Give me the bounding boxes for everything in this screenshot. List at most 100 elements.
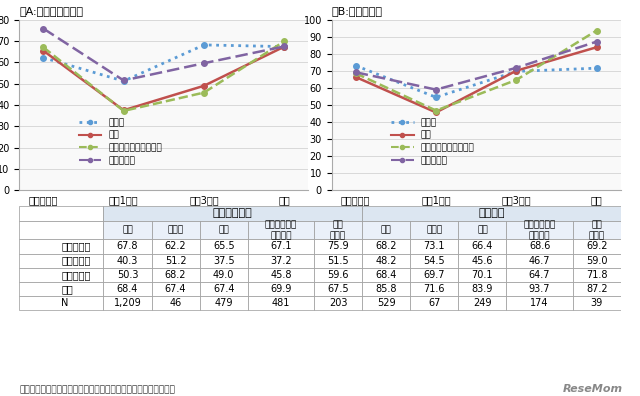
- Text: 249: 249: [473, 298, 492, 308]
- Text: 69.9: 69.9: [270, 284, 292, 294]
- Text: 1,209: 1,209: [114, 298, 141, 308]
- Bar: [104, 268, 152, 282]
- Text: 68.2: 68.2: [376, 242, 397, 251]
- Legend: 中学校, 高校, 短大・高専・専修学校, 大学（院）: 中学校, 高校, 短大・高専・専修学校, 大学（院）: [387, 114, 478, 169]
- Text: 出産半年前: 出産半年前: [61, 242, 91, 251]
- Text: 68.6: 68.6: [529, 242, 550, 251]
- Bar: [362, 268, 410, 282]
- Text: 75.9: 75.9: [327, 242, 349, 251]
- Bar: [19, 268, 104, 282]
- Text: 短大・高専・
専修学校: 短大・高専・ 専修学校: [524, 221, 556, 240]
- Bar: [573, 253, 621, 268]
- Text: （A:ふたり親世帯）: （A:ふたり親世帯）: [19, 6, 83, 16]
- Bar: [573, 282, 621, 296]
- Text: 68.4: 68.4: [376, 270, 397, 280]
- Bar: [200, 268, 248, 282]
- Text: 45.8: 45.8: [270, 270, 292, 280]
- Bar: [19, 296, 104, 310]
- Bar: [19, 253, 104, 268]
- Bar: [410, 253, 458, 268]
- Text: 59.0: 59.0: [586, 255, 607, 266]
- Text: 48.2: 48.2: [376, 255, 397, 266]
- Bar: [314, 221, 362, 239]
- Bar: [506, 221, 573, 239]
- Bar: [19, 221, 104, 239]
- Bar: [458, 239, 506, 253]
- Bar: [200, 239, 248, 253]
- Text: 73.1: 73.1: [424, 242, 445, 251]
- Text: 短大・高専・
専修学校: 短大・高専・ 専修学校: [265, 221, 297, 240]
- Text: 70.1: 70.1: [472, 270, 493, 280]
- Bar: [410, 296, 458, 310]
- Bar: [573, 296, 621, 310]
- Legend: 中学校, 高校, 短大・高専・専修学校, 大学（院）: 中学校, 高校, 短大・高専・専修学校, 大学（院）: [75, 114, 166, 169]
- Text: 62.2: 62.2: [165, 242, 186, 251]
- Text: 注：第１子が３歳以上の母親（除く無回答）が集計対象である。: 注：第１子が３歳以上の母親（除く無回答）が集計対象である。: [19, 385, 175, 394]
- Bar: [573, 221, 621, 239]
- Bar: [314, 296, 362, 310]
- Text: 大学
（院）: 大学 （院）: [589, 221, 605, 240]
- Bar: [410, 239, 458, 253]
- Bar: [248, 282, 314, 296]
- Text: ReseMom: ReseMom: [563, 384, 623, 394]
- Bar: [152, 239, 200, 253]
- Bar: [410, 268, 458, 282]
- Text: 37.2: 37.2: [270, 255, 292, 266]
- Text: 71.6: 71.6: [424, 284, 445, 294]
- Text: 67.5: 67.5: [327, 284, 349, 294]
- Bar: [104, 221, 152, 239]
- Bar: [458, 253, 506, 268]
- Text: 67.1: 67.1: [270, 242, 292, 251]
- Text: 64.7: 64.7: [529, 270, 550, 280]
- Bar: [19, 282, 104, 296]
- Text: 67.8: 67.8: [116, 242, 138, 251]
- Text: 51.5: 51.5: [327, 255, 349, 266]
- Text: 37.5: 37.5: [213, 255, 234, 266]
- Bar: [506, 268, 573, 282]
- Text: 481: 481: [272, 298, 290, 308]
- Text: 67.4: 67.4: [213, 284, 234, 294]
- Bar: [362, 239, 410, 253]
- Bar: [152, 282, 200, 296]
- Bar: [362, 282, 410, 296]
- Bar: [152, 221, 200, 239]
- Text: 87.2: 87.2: [586, 284, 607, 294]
- Text: 51.2: 51.2: [165, 255, 186, 266]
- Bar: [362, 253, 410, 268]
- Text: 高校: 高校: [218, 226, 229, 235]
- Text: 54.5: 54.5: [424, 255, 445, 266]
- Bar: [248, 296, 314, 310]
- Bar: [506, 239, 573, 253]
- Bar: [506, 296, 573, 310]
- Bar: [248, 253, 314, 268]
- Text: 479: 479: [214, 298, 233, 308]
- Bar: [458, 282, 506, 296]
- Bar: [314, 239, 362, 253]
- Text: 67: 67: [428, 298, 440, 308]
- Text: 高校: 高校: [477, 226, 488, 235]
- Bar: [152, 296, 200, 310]
- Text: 71.8: 71.8: [586, 270, 607, 280]
- Text: 174: 174: [531, 298, 549, 308]
- Bar: [200, 221, 248, 239]
- Bar: [19, 239, 104, 253]
- Text: 40.3: 40.3: [117, 255, 138, 266]
- Text: 66.4: 66.4: [472, 242, 493, 251]
- Bar: [314, 268, 362, 282]
- Text: 203: 203: [329, 298, 348, 308]
- Text: 93.7: 93.7: [529, 284, 550, 294]
- Bar: [104, 239, 152, 253]
- Bar: [458, 221, 506, 239]
- Text: 46.7: 46.7: [529, 255, 550, 266]
- Text: N: N: [61, 298, 68, 308]
- Bar: [506, 253, 573, 268]
- Text: 中学校: 中学校: [168, 226, 184, 235]
- Text: 45.6: 45.6: [472, 255, 493, 266]
- Bar: [104, 282, 152, 296]
- Bar: [200, 282, 248, 296]
- Text: 50.3: 50.3: [116, 270, 138, 280]
- Bar: [506, 282, 573, 296]
- Text: 現在: 現在: [61, 284, 73, 294]
- Bar: [362, 206, 621, 221]
- Bar: [19, 206, 104, 221]
